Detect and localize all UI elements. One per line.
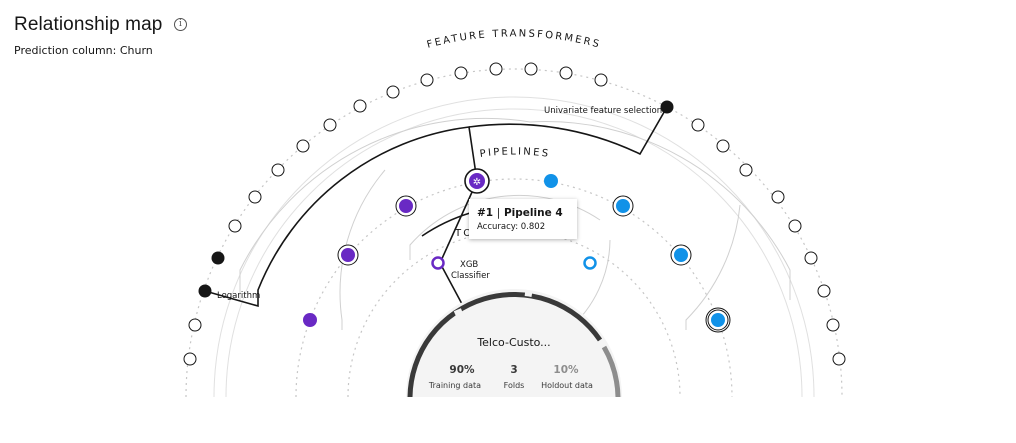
top-label: TO (454, 228, 473, 239)
transformer-node[interactable] (739, 163, 753, 177)
tooltip-separator: | (496, 207, 501, 219)
pipeline-node-selected[interactable] (469, 173, 485, 189)
folds-value: 3 (510, 364, 517, 376)
pipeline-node[interactable] (399, 199, 413, 213)
transformer-node-logarithm[interactable] (198, 284, 212, 298)
page-title: Relationship map (14, 14, 163, 35)
pipeline-node[interactable] (303, 313, 317, 327)
pipeline-tooltip: #1 | Pipeline 4 Accuracy: 0.802 (469, 199, 577, 239)
estimator-node-xgb[interactable] (431, 256, 445, 270)
training-value: 90% (449, 364, 475, 376)
dataset-node[interactable]: Telco-Custo... 90% 3 10% Training data F… (406, 289, 622, 398)
pipeline-node[interactable] (544, 174, 558, 188)
pipeline-node[interactable] (711, 313, 725, 327)
transformer-node[interactable] (228, 219, 242, 233)
pipelines-dotted-ring (295, 178, 733, 398)
dataset-name: Telco-Custo... (476, 336, 550, 349)
holdout-arc (601, 345, 621, 398)
tooltip-title: #1 | Pipeline 4 (477, 207, 563, 219)
pipeline-nodes[interactable]: ✲ (303, 168, 731, 333)
estimator-nodes[interactable] (431, 256, 597, 270)
transformer-node[interactable] (559, 66, 573, 80)
holdout-label: Holdout data (541, 381, 593, 390)
transformer-node[interactable] (454, 66, 468, 80)
selected-transformer-nodes[interactable] (198, 100, 674, 298)
prediction-label: Prediction column: (14, 44, 117, 57)
star-icon: ✲ (473, 177, 481, 188)
transformer-node[interactable] (826, 318, 840, 332)
feature-transformers-label: FEATURE TRANSFORMERS (426, 28, 602, 50)
tooltip-accuracy-label: Accuracy: (477, 222, 519, 232)
transformer-node[interactable] (832, 352, 846, 366)
transformer-node[interactable] (183, 352, 197, 366)
pipelines-label: PIPELINES (479, 146, 551, 160)
prediction-column: Prediction column: Churn (14, 44, 153, 57)
info-icon[interactable]: i (174, 18, 187, 31)
transformer-node[interactable] (296, 139, 310, 153)
pipeline-node[interactable] (674, 248, 688, 262)
logarithm-label: Logarithm (217, 291, 260, 301)
transformer-node[interactable] (323, 118, 337, 132)
transformer-node[interactable] (489, 62, 503, 76)
transformer-node[interactable] (188, 318, 202, 332)
estimators-dotted-ring (347, 230, 681, 398)
transformer-node[interactable] (788, 219, 802, 233)
selected-transformer-path (468, 106, 668, 156)
prediction-value: Churn (119, 44, 153, 57)
transformer-node[interactable] (386, 85, 400, 99)
transformer-node[interactable] (420, 73, 434, 87)
folds-label: Folds (504, 381, 525, 390)
selected-pipeline-path (204, 126, 478, 308)
feature-transformer-nodes[interactable] (183, 62, 846, 366)
tooltip-accuracy-value: 0.802 (520, 222, 546, 232)
estimator-node[interactable] (583, 256, 597, 270)
transformer-node-selected[interactable] (211, 251, 225, 265)
transformer-node[interactable] (353, 99, 367, 113)
transformer-node[interactable] (804, 251, 818, 265)
transformer-node[interactable] (594, 73, 608, 87)
holdout-value: 10% (553, 364, 579, 376)
pipeline-node[interactable] (616, 199, 630, 213)
tooltip-accuracy: Accuracy: 0.802 (477, 222, 545, 232)
band-ring-mid (225, 108, 803, 398)
pipeline-node[interactable] (341, 248, 355, 262)
univariate-label: Univariate feature selection (544, 106, 662, 116)
tooltip-rank: #1 (477, 207, 494, 219)
transformer-node[interactable] (817, 284, 831, 298)
transformer-node-univariate[interactable] (660, 100, 674, 114)
estimator-label-line2: Classifier (451, 271, 490, 281)
transformer-node[interactable] (691, 118, 705, 132)
training-arc (407, 291, 603, 398)
transformer-node[interactable] (248, 190, 262, 204)
transformer-node[interactable] (716, 139, 730, 153)
estimator-label-line1: XGB (460, 260, 478, 270)
training-label: Training data (428, 381, 481, 390)
band-ring-outer (213, 96, 815, 398)
transformer-node[interactable] (524, 62, 538, 76)
transformer-node[interactable] (271, 163, 285, 177)
tooltip-pipeline-name: Pipeline 4 (503, 207, 563, 219)
transformer-node[interactable] (771, 190, 785, 204)
